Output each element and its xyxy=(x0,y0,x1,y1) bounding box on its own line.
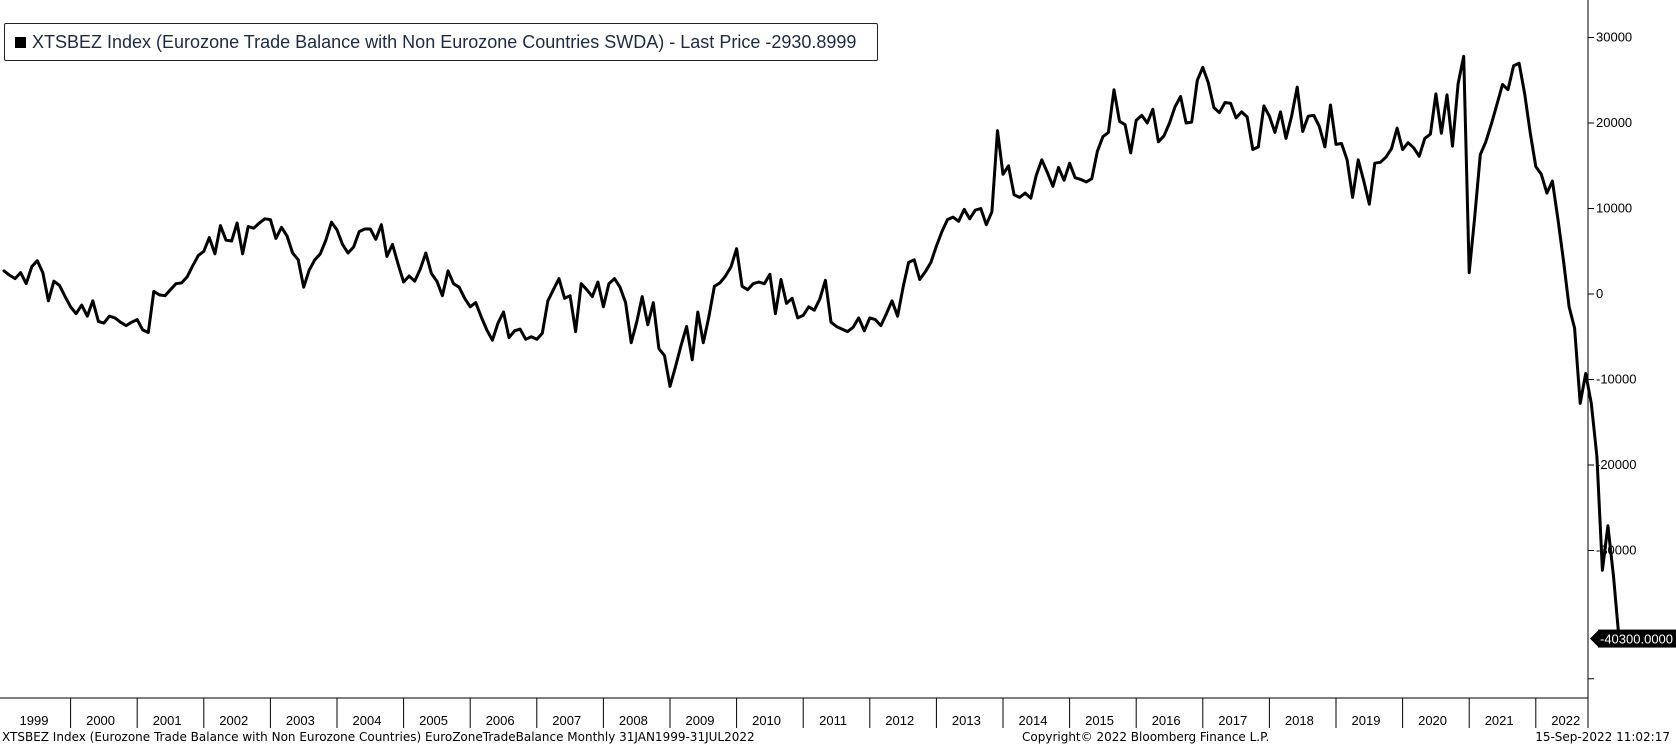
x-tick-label: 2006 xyxy=(486,713,515,728)
y-tick-label: -10000 xyxy=(1596,372,1636,387)
last-value-box xyxy=(1598,629,1676,648)
last-value-pointer xyxy=(1590,630,1598,647)
last-value-marker: -40300.0000 xyxy=(1590,629,1676,648)
x-tick-label: 2011 xyxy=(819,713,847,728)
x-tick-label: 2012 xyxy=(885,713,914,728)
x-tick-label: 2013 xyxy=(952,713,981,728)
x-tick-label: 2022 xyxy=(1551,713,1580,728)
x-tick-label: 1999 xyxy=(20,713,49,728)
series-line xyxy=(2,54,1621,641)
x-tick-label: 2007 xyxy=(552,713,581,728)
x-tick-label: 2002 xyxy=(219,713,248,728)
y-tick-label: 0 xyxy=(1596,286,1603,301)
footer-timestamp: 15-Sep-2022 11:02:17 xyxy=(1535,730,1670,744)
last-value-label: -40300.0000 xyxy=(1600,632,1673,647)
x-tick-label: 2009 xyxy=(686,713,715,728)
x-tick-label: 2010 xyxy=(752,713,781,728)
y-tick-label: -20000 xyxy=(1596,457,1636,472)
legend-label: XTSBEZ Index (Eurozone Trade Balance wit… xyxy=(32,31,857,52)
x-tick-label: 2014 xyxy=(1019,713,1048,728)
x-tick-label: 2001 xyxy=(153,713,182,728)
y-tick-label: 10000 xyxy=(1596,201,1632,216)
footer-copyright: Copyright© 2022 Bloomberg Finance L.P. xyxy=(1022,730,1270,744)
footer-description: XTSBEZ Index (Eurozone Trade Balance wit… xyxy=(2,730,755,744)
legend-swatch xyxy=(15,36,26,48)
x-tick-label: 2019 xyxy=(1352,713,1381,728)
x-tick-label: 2008 xyxy=(619,713,648,728)
x-tick-label: 2018 xyxy=(1285,713,1314,728)
y-tick-label: 20000 xyxy=(1596,115,1632,130)
x-tick-label: 2017 xyxy=(1218,713,1247,728)
x-tick-label: 2015 xyxy=(1085,713,1114,728)
y-tick-label: 30000 xyxy=(1596,30,1632,45)
x-tick-label: 2005 xyxy=(419,713,448,728)
x-tick-label: 2016 xyxy=(1152,713,1181,728)
x-tick-label: 2021 xyxy=(1485,713,1514,728)
x-tick-label: 2020 xyxy=(1418,713,1447,728)
x-tick-label: 2003 xyxy=(286,713,315,728)
x-tick-label: 2000 xyxy=(86,713,115,728)
x-tick-label: 2004 xyxy=(353,713,382,728)
x-axis-ticks: 1999 2000 2001 2002 2003 2004 2005 2006 2007 2008… xyxy=(20,698,1589,728)
legend: XTSBEZ Index (Eurozone Trade Balance wit… xyxy=(4,23,878,61)
